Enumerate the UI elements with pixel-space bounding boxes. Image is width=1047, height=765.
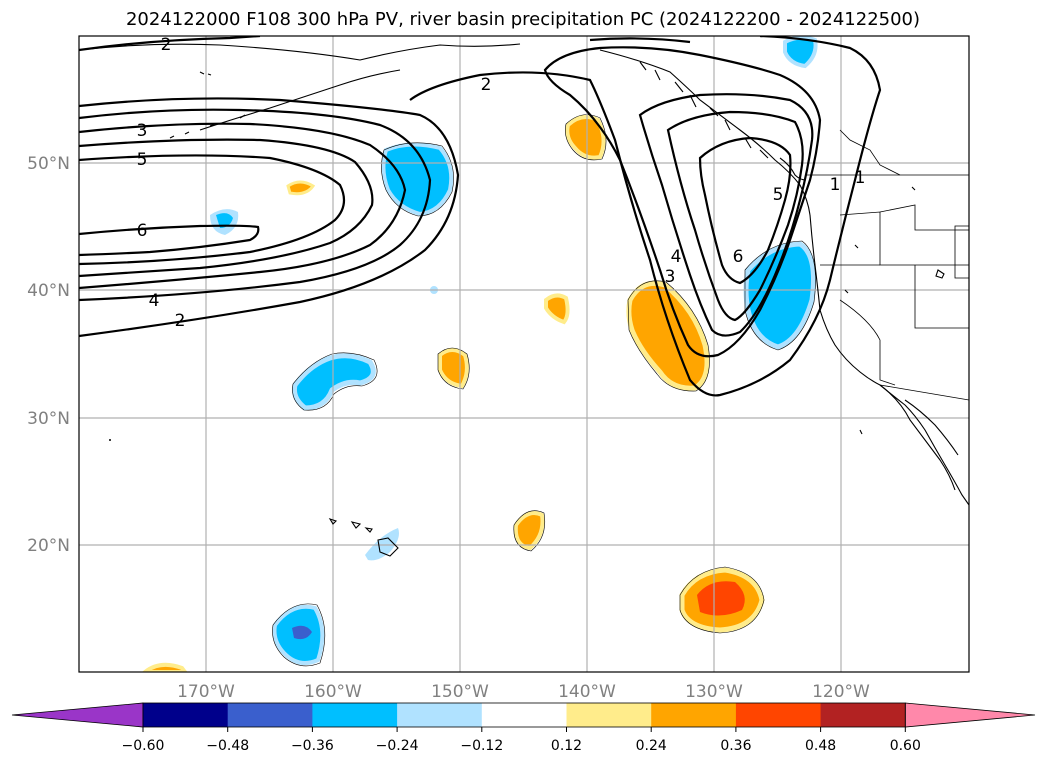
contour-label: 1: [830, 175, 841, 195]
lat-labels: 50°N 40°N 30°N 20°N: [27, 154, 70, 556]
lon-label: 160°W: [304, 682, 362, 702]
gridlines: [79, 36, 969, 672]
colorbar-box: [143, 703, 229, 727]
neg-area-mid: [292, 353, 376, 411]
colorbar-tick-label: 0.60: [890, 738, 921, 754]
lon-label: 120°W: [812, 682, 870, 702]
colorbar-tick-label: 0.48: [805, 738, 836, 754]
colorbar-tick-label: 0.24: [636, 738, 667, 754]
lon-label: 170°W: [177, 682, 235, 702]
neg-area-hawaii: [365, 528, 399, 561]
contour-label: 6: [137, 221, 148, 241]
colorbar-box: [820, 703, 906, 727]
lon-label: 130°W: [685, 682, 743, 702]
contour-label: 3: [665, 267, 676, 287]
colorbar-box: [227, 703, 313, 727]
neg-area-alaska: [783, 36, 818, 69]
lon-labels: 170°W 160°W 150°W 140°W 130°W 120°W: [177, 682, 870, 702]
contour-label: 3: [137, 121, 148, 141]
contour-label: 5: [773, 185, 784, 205]
map-frame: [78, 35, 970, 673]
contour-label: 4: [149, 291, 160, 311]
colorbar-box: [397, 703, 483, 727]
colorbar-box: [735, 703, 822, 727]
colorbar-box: [312, 703, 398, 727]
colorbar-outline: [142, 702, 906, 728]
borders: [806, 129, 969, 401]
colorbar-tick-label: −0.12: [460, 738, 503, 754]
contour-label: 4: [671, 247, 682, 267]
pos-area-small-w: [286, 180, 316, 196]
contour-label: 2: [175, 311, 186, 331]
precip-shading: [141, 36, 818, 672]
colorbar-tick-label: −0.24: [376, 738, 419, 754]
colorbar-extend-low: [11, 702, 144, 728]
colorbar-box: [481, 703, 567, 727]
pos-area-south1: [513, 511, 545, 551]
lon-label: 140°W: [558, 682, 616, 702]
lat-label: 20°N: [27, 536, 70, 556]
colorbar-extend-high: [904, 702, 1036, 728]
colorbar-tick-label: 0.36: [720, 738, 751, 754]
contour-label: 2: [481, 75, 492, 95]
contour-label: 2: [161, 35, 172, 55]
coastlines: [79, 43, 969, 557]
pos-area-south2-core: [697, 581, 745, 616]
colorbar-tick-label: −0.60: [122, 738, 165, 754]
colorbar-box: [566, 703, 652, 727]
map-panel: 2 3 5 6 4 2 2 4 3 6 5 1 1: [79, 35, 969, 672]
lon-label: 150°W: [431, 682, 489, 702]
colorbar-tick-label: −0.48: [206, 738, 249, 754]
lat-label: 30°N: [27, 409, 70, 429]
lat-label: 50°N: [27, 154, 70, 174]
pos-area-gulf: [565, 114, 606, 160]
neg-area-gulf: [381, 142, 454, 217]
colorbar-tick-label: −0.36: [291, 738, 334, 754]
colorbar-box: [651, 703, 737, 727]
colorbar: −0.60 −0.48 −0.36 −0.24 −0.12 0.12 0.24 0.36 0.4…: [11, 702, 1036, 754]
pv-contours: [79, 36, 882, 397]
figure-title: 2024122000 F108 300 hPa PV, river basin …: [126, 9, 920, 30]
contour-labels: 2 3 5 6 4 2 2 4 3 6 5 1 1: [137, 35, 866, 331]
neg-area-west-core: [216, 213, 233, 228]
neg-area-south-core: [292, 625, 312, 640]
colorbar-tick-label: 0.12: [551, 738, 582, 754]
contour-label: 5: [137, 150, 148, 170]
contour-label: 6: [733, 247, 744, 267]
neg-area-bc: [743, 241, 816, 350]
lat-label: 40°N: [27, 281, 70, 301]
contour-label: 1: [855, 168, 866, 188]
pos-area-mid1: [544, 293, 570, 325]
pos-area-corner: [141, 662, 188, 672]
